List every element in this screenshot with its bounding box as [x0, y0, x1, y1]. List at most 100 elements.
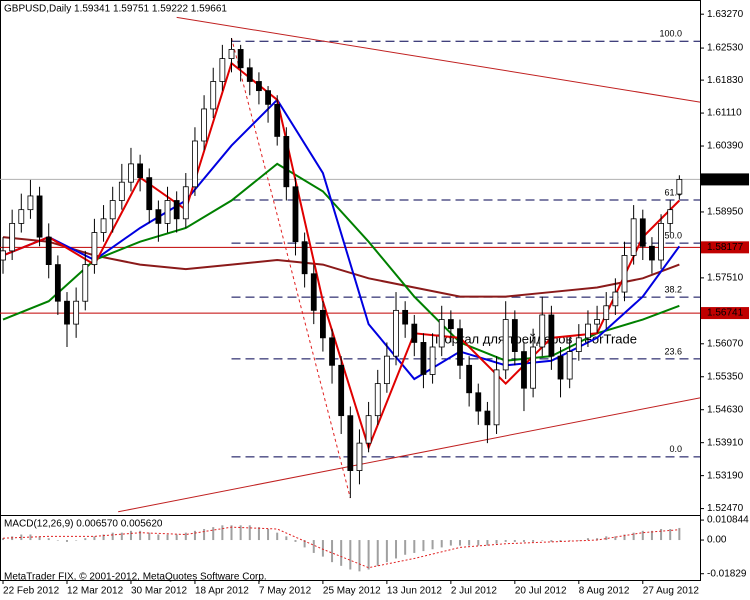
candle-body [0, 250, 6, 261]
candle-body [539, 314, 546, 348]
candle-body [612, 291, 619, 307]
macd-bar [577, 540, 580, 541]
price-label-bg [701, 307, 749, 320]
candle-body [210, 81, 217, 110]
main-plot: Портал для трейдеров - ForTrade100.061.8… [0, 16, 700, 513]
y-tick-label: 1.54630 [707, 404, 744, 415]
macd-bar [522, 540, 525, 542]
macd-bar [56, 540, 59, 541]
candle-body [73, 300, 80, 325]
candle-body [137, 163, 144, 179]
macd-bar [175, 534, 178, 541]
x-tick-label: 2 Jul 2012 [451, 586, 498, 597]
macd-bar [84, 538, 87, 541]
y-tick-label: 1.53190 [707, 470, 744, 481]
macd-bar [148, 532, 151, 541]
candle-body [219, 58, 226, 82]
macd-bar [102, 534, 105, 541]
macd-bar [486, 540, 489, 546]
price-label-bg [701, 241, 749, 254]
macd-bar [276, 532, 279, 541]
candle-body [310, 273, 317, 311]
macd-bar [596, 538, 599, 541]
price-label: 1.56741 [707, 308, 744, 319]
fib-label: 50.0 [664, 230, 682, 240]
macd-bar [129, 530, 132, 541]
candle-body [347, 415, 354, 471]
candle-body [192, 140, 198, 188]
macd-bar [449, 540, 452, 546]
macd-bar [660, 528, 663, 541]
candle-body [164, 200, 171, 224]
x-tick-label: 20 Jul 2012 [515, 586, 567, 597]
macd-bar [404, 540, 407, 555]
candle-body [411, 323, 418, 343]
candle-body [283, 136, 290, 188]
macd-bar [395, 540, 398, 559]
macd-bar [184, 532, 187, 541]
macd-bar [422, 540, 425, 552]
macd-bar [321, 540, 324, 557]
macd-y-tick-label: 0.00 [707, 535, 727, 546]
macd-bar [294, 540, 297, 542]
macd-bar [93, 536, 96, 541]
candle-body [475, 392, 482, 412]
macd-bar [358, 540, 361, 572]
macd-bar [468, 540, 471, 546]
candle-body [603, 305, 610, 320]
candle-body [246, 67, 253, 82]
macd-bar [193, 530, 196, 541]
macd-signal [2, 526, 680, 569]
moving-average [2, 236, 680, 298]
candle-body [27, 195, 34, 211]
candle-body [128, 163, 134, 183]
macd-bar [568, 540, 571, 541]
y-tick-label: 1.53910 [707, 437, 744, 448]
macd-bar [120, 532, 123, 541]
macd-bar [586, 538, 589, 541]
macd-bar [413, 540, 416, 553]
candle-body [566, 351, 573, 380]
candle-body [228, 49, 235, 59]
candle-body [649, 245, 655, 261]
macd-bar [440, 540, 443, 548]
candle-body [320, 309, 326, 339]
macd-y-tick-label: 0.010844 [707, 515, 749, 526]
candle-body [658, 222, 664, 261]
candle-body [292, 186, 299, 243]
fib-label: 61.8 [664, 187, 682, 197]
candle-body [18, 209, 25, 224]
candle-body [91, 232, 98, 265]
candle-body [265, 90, 271, 105]
candle-body [493, 369, 500, 426]
candle-body [502, 319, 509, 371]
candle-body [374, 383, 381, 417]
candle-body [676, 179, 683, 195]
fib-label: 0.0 [669, 444, 682, 454]
macd-bar [230, 525, 233, 541]
macd-bar [431, 540, 434, 550]
macd-bar [605, 536, 608, 541]
macd-bar [678, 527, 681, 541]
y-tick-label: 1.63270 [707, 9, 744, 20]
macd-bar [239, 525, 242, 541]
macd-plot [2, 525, 681, 572]
candle-body [438, 319, 445, 348]
macd-bar [614, 536, 617, 541]
trendline [118, 397, 700, 513]
candle-body [457, 328, 463, 366]
macd-bar [257, 527, 260, 541]
candle-body [329, 337, 335, 366]
y-tick-label: 1.60390 [707, 141, 744, 152]
macd-y-tick-label: -0.01829 [707, 568, 747, 579]
macd-bar [157, 534, 160, 541]
macd-bar [632, 532, 635, 541]
x-tick-label: 7 May 2012 [259, 586, 312, 597]
macd-bar [38, 536, 41, 541]
candle-body [548, 314, 555, 357]
candle-body [64, 300, 70, 325]
macd-bar [650, 530, 653, 541]
y-tick-label: 1.58950 [707, 207, 744, 218]
macd-bar [20, 534, 23, 541]
